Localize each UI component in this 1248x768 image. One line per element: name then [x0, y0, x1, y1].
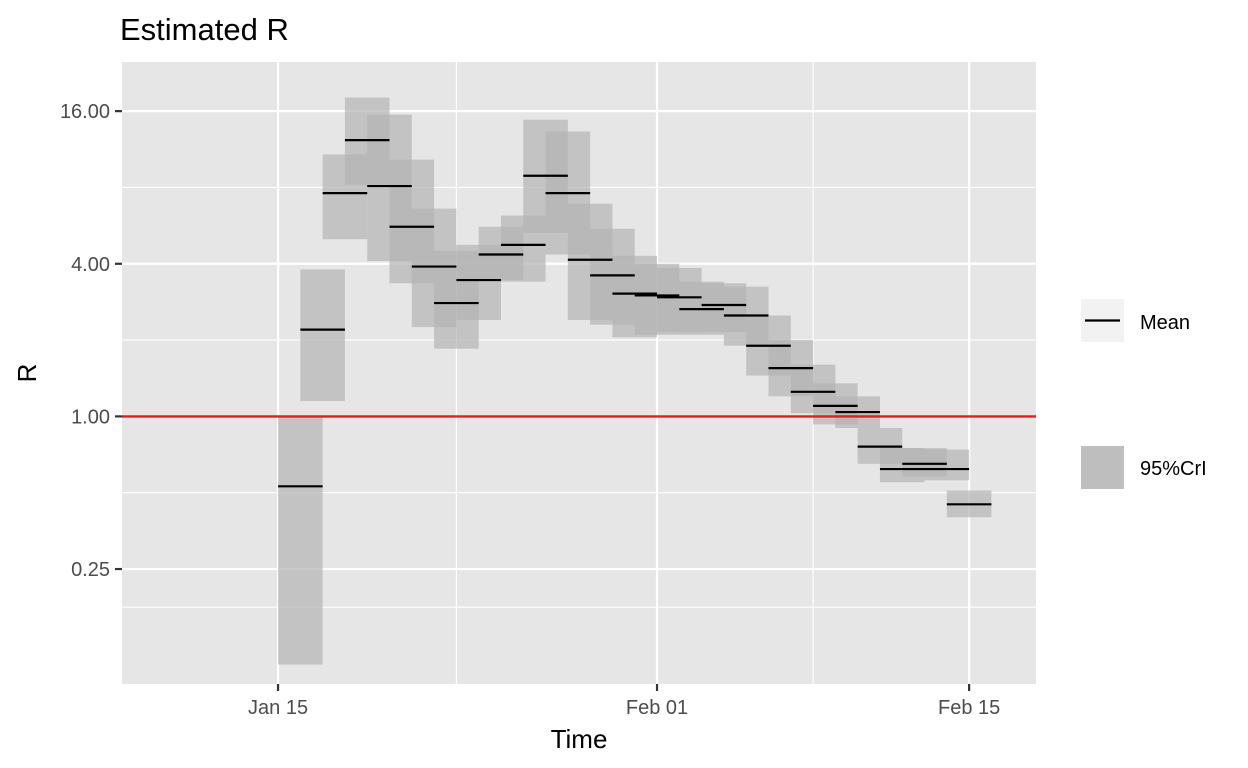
- x-axis: Jan 15 Feb 01 Feb 15: [248, 684, 1000, 719]
- y-axis-title: R: [12, 364, 42, 383]
- y-tick-label: 4.00: [71, 254, 110, 276]
- y-tick-label: 0.25: [71, 559, 110, 581]
- crI-ribbon: [278, 416, 323, 665]
- crI-ribbon: [300, 269, 345, 402]
- x-tick-label: Feb 15: [938, 697, 1000, 719]
- legend-label-mean: Mean: [1140, 312, 1190, 334]
- y-tick-label: 1.00: [71, 406, 110, 428]
- x-tick-label: Jan 15: [248, 697, 308, 719]
- mean-segments: [278, 138, 992, 506]
- y-axis: 0.25 1.00 4.00 16.00: [60, 101, 122, 581]
- legend-key-ribbon-icon: [1081, 446, 1124, 489]
- legend-label-crI: 95%CrI: [1140, 458, 1207, 480]
- legend-item-mean: Mean: [1081, 299, 1190, 342]
- legend: Mean 95%CrI: [1081, 299, 1207, 489]
- y-tick-label: 16.00: [60, 101, 110, 123]
- x-tick-label: Feb 01: [626, 697, 688, 719]
- legend-item-crI: 95%CrI: [1081, 446, 1207, 489]
- chart-title: Estimated R: [120, 12, 289, 47]
- x-axis-title: Time: [551, 724, 608, 754]
